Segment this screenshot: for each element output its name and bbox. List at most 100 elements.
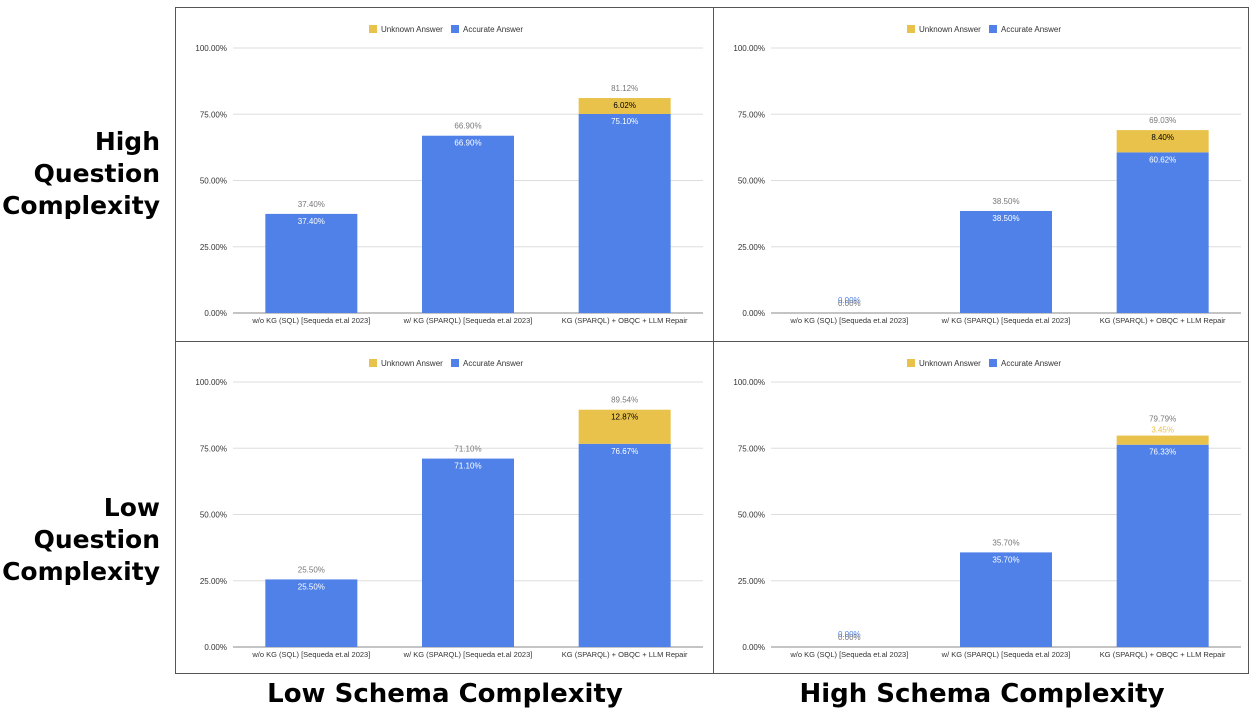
y-tick-label: 100.00%: [733, 378, 765, 387]
legend-swatch-accurate: [451, 25, 459, 33]
y-tick-label: 50.00%: [738, 511, 765, 520]
y-tick-label: 75.00%: [200, 110, 227, 119]
bar-accurate: [1116, 152, 1209, 313]
chart-panel-high-question-high-schema: Unknown Answer Accurate Answer 0.00% 25.00%…: [714, 8, 1250, 341]
legend-swatch-accurate: [989, 359, 997, 367]
bar-label-accurate: 71.10%: [454, 462, 481, 471]
legend: Unknown Answer Accurate Answer: [369, 359, 523, 368]
bar-total-label: 37.40%: [298, 200, 325, 209]
bar-accurate: [422, 458, 514, 647]
y-tick-label: 100.00%: [733, 44, 765, 53]
y-tick-label: 0.00%: [742, 309, 765, 318]
x-tick-label: KG (SPARQL) + OBQC + LLM Repair: [1100, 316, 1226, 325]
bar-label-accurate: 66.90%: [454, 139, 481, 148]
legend: Unknown Answer Accurate Answer: [907, 25, 1061, 34]
panel-divider-vertical: [713, 8, 714, 673]
legend-swatch-unknown: [369, 25, 377, 33]
y-tick-label: 25.00%: [200, 577, 227, 586]
chart-panel-low-question-high-schema: Unknown Answer Accurate Answer 0.00% 25.00%…: [714, 342, 1250, 675]
legend: Unknown Answer Accurate Answer: [907, 359, 1061, 368]
legend-swatch-accurate: [989, 25, 997, 33]
row-label-line: Question: [33, 159, 160, 188]
legend-swatch-unknown: [369, 359, 377, 367]
row-label-line: Complexity: [2, 191, 160, 220]
row-label-line: Question: [33, 525, 160, 554]
bar-accurate: [422, 135, 514, 313]
x-tick-label: KG (SPARQL) + OBQC + LLM Repair: [1100, 650, 1226, 659]
x-tick-label: w/o KG (SQL) [Sequeda et.al 2023]: [789, 316, 908, 325]
x-tick-label: KG (SPARQL) + OBQC + LLM Repair: [562, 650, 688, 659]
bar-label-unknown: 3.45%: [1151, 426, 1174, 435]
bar-label-accurate: 76.33%: [1149, 448, 1176, 457]
x-tick-label: w/ KG (SPARQL) [Sequeda et.al 2023]: [403, 316, 533, 325]
row-label-high-question-complexity: High Question Complexity: [2, 126, 160, 222]
col-label-low-schema-complexity: Low Schema Complexity: [267, 679, 623, 709]
legend-label: Unknown Answer: [381, 25, 443, 34]
legend: Unknown Answer Accurate Answer: [369, 25, 523, 34]
bar-unknown: [1116, 435, 1209, 445]
bar-label-accurate: 37.40%: [298, 217, 325, 226]
bar-label-accurate: 60.62%: [1149, 155, 1176, 164]
y-tick-label: 0.00%: [204, 643, 227, 652]
bar-accurate: [265, 213, 358, 313]
legend-label: Accurate Answer: [463, 25, 523, 34]
bar-unknown: [1116, 130, 1209, 153]
chart-panel-high-question-low-schema: Unknown Answer Accurate Answer 0.00% 25.00%…: [176, 8, 713, 341]
y-tick-label: 75.00%: [738, 110, 765, 119]
bar-accurate: [265, 579, 358, 647]
bar-label-unknown: 8.40%: [1151, 133, 1174, 142]
y-tick-label: 50.00%: [200, 177, 227, 186]
y-tick-label: 25.00%: [738, 577, 765, 586]
legend-label: Accurate Answer: [463, 359, 523, 368]
bar-total-label: 38.50%: [992, 197, 1019, 206]
bar-label-accurate: 75.10%: [611, 117, 638, 126]
bar-total-label: 66.90%: [454, 122, 481, 131]
x-tick-label: w/ KG (SPARQL) [Sequeda et.al 2023]: [941, 650, 1071, 659]
bar-unknown: [578, 409, 671, 444]
bar-label-accurate: 0.00%: [838, 296, 861, 305]
bar-total-label: 69.03%: [1149, 116, 1176, 125]
y-tick-label: 0.00%: [742, 643, 765, 652]
chart-grid: Unknown Answer Accurate Answer 0.00% 25.00%…: [175, 7, 1249, 674]
panel-divider-horizontal: [176, 341, 1248, 342]
y-tick-label: 0.00%: [204, 309, 227, 318]
chart-svg: Unknown Answer Accurate Answer 0.00% 25.00%…: [733, 359, 1241, 659]
y-tick-label: 50.00%: [200, 511, 227, 520]
legend-swatch-unknown: [907, 25, 915, 33]
bar-total-label: 79.79%: [1149, 415, 1176, 424]
y-tick-label: 25.00%: [200, 243, 227, 252]
bar-unknown: [578, 98, 671, 114]
x-tick-label: KG (SPARQL) + OBQC + LLM Repair: [562, 316, 688, 325]
chart-svg: Unknown Answer Accurate Answer 0.00% 25.00%…: [195, 359, 703, 659]
y-tick-label: 100.00%: [195, 378, 227, 387]
bar-label-unknown: 6.02%: [613, 101, 636, 110]
legend-label: Accurate Answer: [1001, 359, 1061, 368]
legend-label: Unknown Answer: [919, 25, 981, 34]
legend-swatch-unknown: [907, 359, 915, 367]
bar-label-accurate: 76.67%: [611, 447, 638, 456]
x-tick-label: w/o KG (SQL) [Sequeda et.al 2023]: [251, 650, 370, 659]
bar-label-accurate: 38.50%: [992, 214, 1019, 223]
legend-label: Unknown Answer: [919, 359, 981, 368]
chart-panel-low-question-low-schema: Unknown Answer Accurate Answer 0.00% 25.00%…: [176, 342, 713, 675]
y-tick-label: 100.00%: [195, 44, 227, 53]
legend-swatch-accurate: [451, 359, 459, 367]
y-tick-label: 50.00%: [738, 177, 765, 186]
x-tick-label: w/ KG (SPARQL) [Sequeda et.al 2023]: [941, 316, 1071, 325]
bar-accurate: [578, 113, 671, 313]
bar-total-label: 0.00%: [838, 299, 861, 308]
bar-accurate: [578, 443, 671, 647]
bar-label-unknown: 12.87%: [611, 413, 638, 422]
bar-accurate: [960, 210, 1052, 313]
y-tick-label: 75.00%: [738, 444, 765, 453]
bar-total-label: 81.12%: [611, 84, 638, 93]
y-tick-label: 75.00%: [200, 444, 227, 453]
x-tick-label: w/o KG (SQL) [Sequeda et.al 2023]: [789, 650, 908, 659]
bar-accurate: [1116, 444, 1209, 647]
bar-total-label: 25.50%: [298, 565, 325, 574]
y-tick-label: 25.00%: [738, 243, 765, 252]
row-label-line: Low: [103, 493, 160, 522]
bar-total-label: 0.00%: [838, 633, 861, 642]
legend-label: Accurate Answer: [1001, 25, 1061, 34]
bar-total-label: 35.70%: [992, 538, 1019, 547]
